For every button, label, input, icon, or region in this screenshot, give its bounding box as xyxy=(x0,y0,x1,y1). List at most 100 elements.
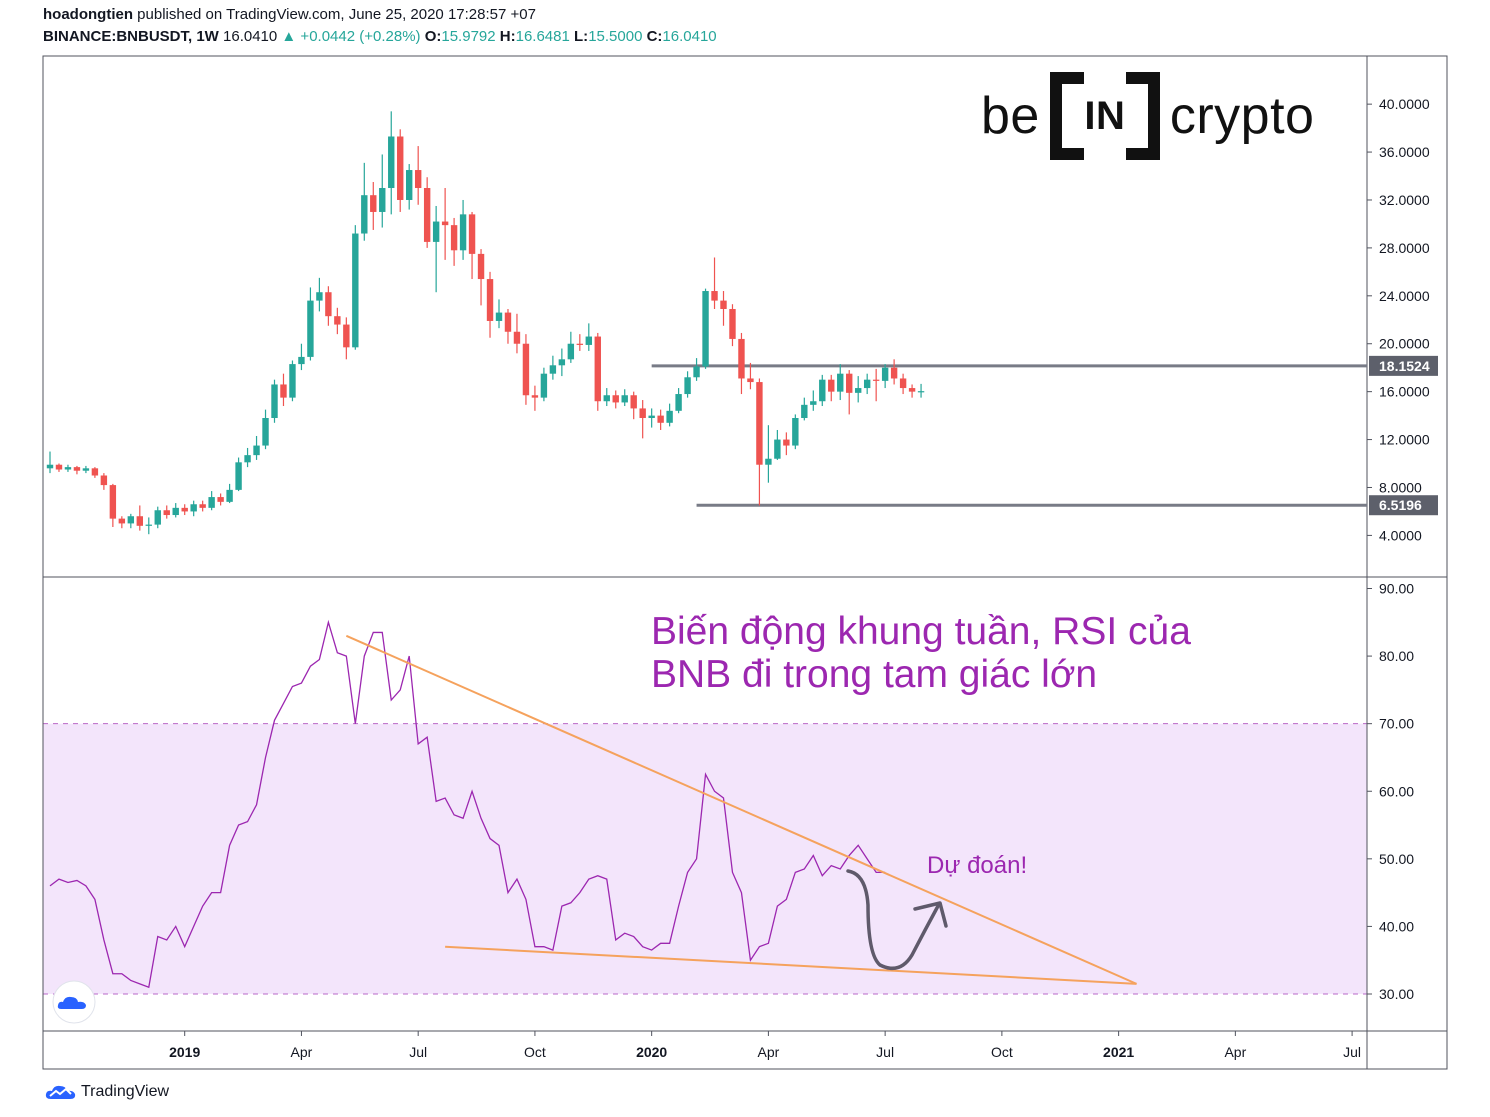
candle[interactable] xyxy=(100,473,108,490)
candle[interactable] xyxy=(477,249,485,306)
candle[interactable] xyxy=(783,432,790,456)
candle[interactable] xyxy=(639,400,646,439)
candle[interactable] xyxy=(370,182,377,230)
candle[interactable] xyxy=(702,288,709,369)
candle[interactable] xyxy=(163,505,170,519)
candle[interactable] xyxy=(540,367,548,402)
candle[interactable] xyxy=(729,304,736,347)
candle[interactable] xyxy=(298,343,305,371)
candle[interactable] xyxy=(684,371,691,398)
candle[interactable] xyxy=(352,225,359,350)
candle[interactable] xyxy=(594,332,601,411)
candle[interactable] xyxy=(657,409,664,430)
candle[interactable] xyxy=(289,360,296,402)
prediction-arrow[interactable] xyxy=(846,869,940,971)
candle[interactable] xyxy=(432,205,440,293)
candle[interactable] xyxy=(774,429,781,460)
candle[interactable] xyxy=(899,373,907,395)
candle[interactable] xyxy=(181,504,188,516)
candle[interactable] xyxy=(810,390,817,411)
candle[interactable] xyxy=(711,257,718,309)
candle[interactable] xyxy=(73,465,81,475)
candle[interactable] xyxy=(325,286,332,326)
candle[interactable] xyxy=(828,374,835,402)
candle[interactable] xyxy=(756,378,763,506)
candle[interactable] xyxy=(621,389,628,407)
candle[interactable] xyxy=(127,513,135,529)
candle[interactable] xyxy=(585,323,592,351)
candle[interactable] xyxy=(576,334,584,351)
candle[interactable] xyxy=(441,188,449,260)
candle[interactable] xyxy=(558,348,566,377)
time-axis[interactable]: 2019 Apr Jul Oct 2020 Apr Jul Oct 2021 Apr Jul xyxy=(169,1031,1361,1060)
candle[interactable] xyxy=(388,111,395,215)
candle[interactable] xyxy=(253,435,260,460)
candle[interactable] xyxy=(522,334,530,405)
candle[interactable] xyxy=(459,199,467,260)
candle[interactable] xyxy=(917,383,925,398)
candle[interactable] xyxy=(495,299,503,329)
candle[interactable] xyxy=(666,403,673,427)
candle[interactable] xyxy=(567,331,575,363)
candle[interactable] xyxy=(208,491,215,511)
rsi-upper-trendline[interactable] xyxy=(345,634,1137,985)
candle[interactable] xyxy=(675,388,682,414)
candle[interactable] xyxy=(136,505,143,531)
candle[interactable] xyxy=(262,409,269,450)
price-axis[interactable]: 4.0000 8.0000 12.0000 16.0000 20.0000 24.0000… xyxy=(1367,96,1430,543)
candle[interactable] xyxy=(244,447,251,468)
candle[interactable] xyxy=(890,359,898,385)
candle[interactable] xyxy=(316,277,323,312)
candle[interactable] xyxy=(738,332,745,395)
candle[interactable] xyxy=(199,500,206,512)
candle[interactable] xyxy=(217,493,224,506)
candle[interactable] xyxy=(504,308,512,344)
candle[interactable] xyxy=(630,391,637,420)
candle[interactable] xyxy=(109,483,117,528)
candle[interactable] xyxy=(145,517,152,535)
candle[interactable] xyxy=(280,373,287,407)
candle[interactable] xyxy=(82,465,90,474)
candle[interactable] xyxy=(423,177,431,248)
candle[interactable] xyxy=(334,307,341,335)
candle[interactable] xyxy=(531,385,539,411)
candle[interactable] xyxy=(343,317,350,360)
candle[interactable] xyxy=(720,291,727,326)
candle[interactable] xyxy=(226,483,233,504)
candle[interactable] xyxy=(64,464,72,472)
rsi-lower-trendline[interactable] xyxy=(445,945,1137,985)
candle[interactable] xyxy=(307,287,314,361)
candle[interactable] xyxy=(46,451,54,474)
candle[interactable] xyxy=(235,457,242,492)
candle[interactable] xyxy=(513,313,521,354)
candle[interactable] xyxy=(603,388,610,407)
candle[interactable] xyxy=(612,390,619,409)
candle[interactable] xyxy=(648,408,655,428)
candle[interactable] xyxy=(361,162,368,241)
candle[interactable] xyxy=(450,217,458,266)
tradingview-footer[interactable]: TradingView xyxy=(45,1083,169,1101)
candle[interactable] xyxy=(172,503,179,518)
candle[interactable] xyxy=(819,374,826,407)
candle[interactable] xyxy=(406,164,413,210)
candle[interactable] xyxy=(486,271,494,338)
candle[interactable] xyxy=(397,129,404,212)
candle[interactable] xyxy=(118,516,126,529)
publisher-name[interactable]: hoadongtien xyxy=(43,6,133,23)
candle[interactable] xyxy=(792,414,799,450)
candle[interactable] xyxy=(190,500,197,517)
candle[interactable] xyxy=(414,146,422,205)
candle[interactable] xyxy=(837,364,844,401)
candle[interactable] xyxy=(549,355,557,380)
candle[interactable] xyxy=(872,368,880,402)
candle[interactable] xyxy=(801,397,808,421)
candle[interactable] xyxy=(863,373,871,395)
candle[interactable] xyxy=(379,154,386,228)
candle[interactable] xyxy=(908,384,916,398)
candle[interactable] xyxy=(881,364,889,389)
candle[interactable] xyxy=(846,370,853,415)
candle[interactable] xyxy=(55,463,63,472)
rsi-axis[interactable]: 30.00 40.00 50.00 60.00 70.00 80.00 90.00 xyxy=(1367,581,1414,1003)
candle[interactable] xyxy=(693,358,700,381)
